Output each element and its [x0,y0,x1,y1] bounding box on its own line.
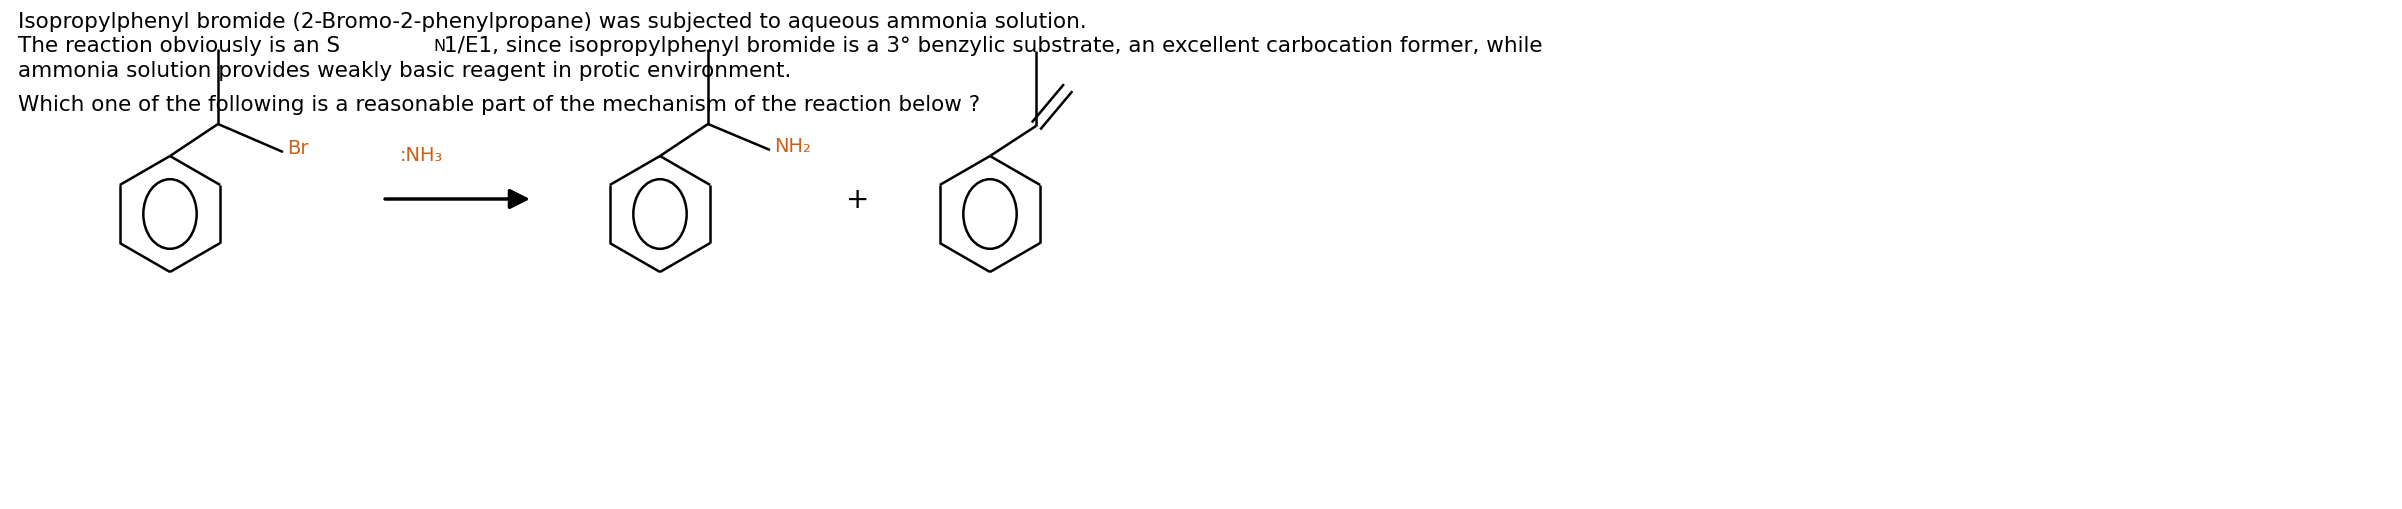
Text: N: N [435,39,447,54]
Text: ammonia solution provides weakly basic reagent in protic environment.: ammonia solution provides weakly basic r… [17,61,790,81]
Text: NH₂: NH₂ [773,137,812,156]
Text: 1/E1, since isopropylphenyl bromide is a 3° benzylic substrate, an excellent car: 1/E1, since isopropylphenyl bromide is a… [444,36,1542,56]
Text: Which one of the following is a reasonable part of the mechanism of the reaction: Which one of the following is a reasonab… [17,95,980,115]
Text: +: + [846,186,870,214]
Text: The reaction obviously is an S: The reaction obviously is an S [17,36,341,56]
Text: Br: Br [286,139,307,158]
Text: Isopropylphenyl bromide (2-Bromo-2-phenylpropane) was subjected to aqueous ammon: Isopropylphenyl bromide (2-Bromo-2-pheny… [17,12,1086,32]
Text: :NH₃: :NH₃ [401,146,444,165]
